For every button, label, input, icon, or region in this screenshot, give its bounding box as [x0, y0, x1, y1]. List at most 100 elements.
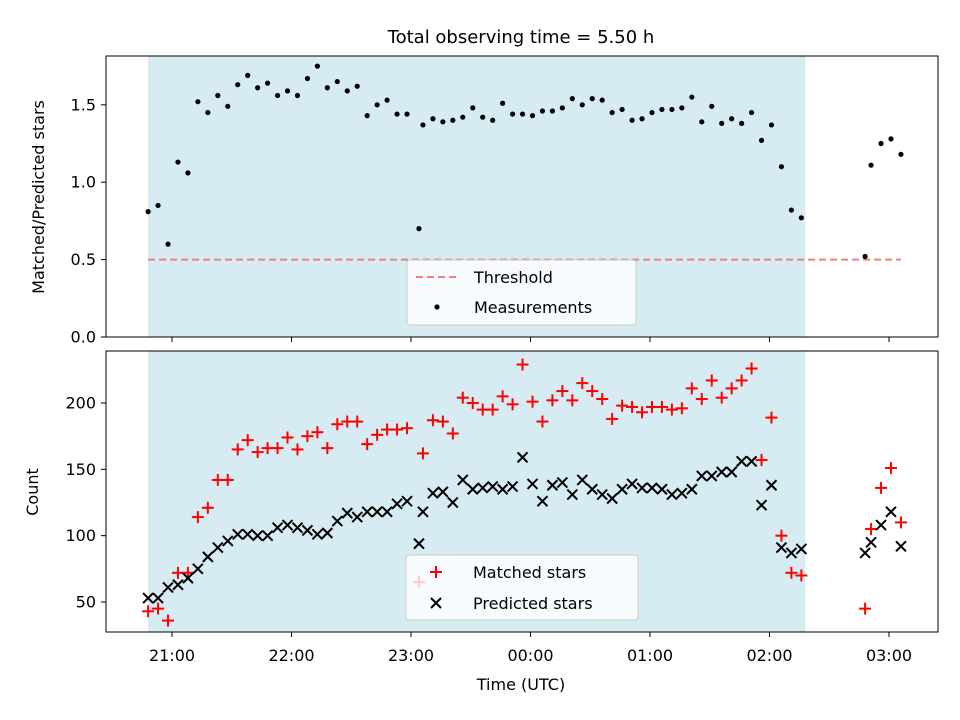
predicted-star-point [361, 506, 373, 518]
counts-panel: 21:00 22:00 23:00 00:00 01:00 02:00 03:00 50 10… [23, 350, 939, 694]
measurement-point [394, 111, 400, 117]
predicted-star-point [536, 495, 549, 507]
predicted-star-point [192, 563, 204, 575]
matched-star-point [351, 415, 364, 428]
predicted-star-point-b [192, 563, 204, 575]
predicted-star-point-b [556, 476, 569, 489]
matched-star-point [391, 423, 404, 436]
predicted-star-point-b [656, 483, 668, 495]
measurement-point [460, 114, 466, 120]
predicted-star-point-b [616, 483, 628, 495]
predicted-star-point-b [281, 519, 294, 531]
predicted-star-point [301, 524, 314, 537]
predicted-star-point [232, 528, 244, 541]
measurement-point [155, 202, 161, 209]
matched-star-point [546, 394, 559, 407]
predicted-star-point [795, 543, 808, 555]
y-tick-label-top: 1.0 [71, 173, 96, 192]
predicted-star-point-b [536, 495, 549, 507]
predicted-star-point [291, 521, 304, 534]
matched-star-point [795, 569, 808, 582]
predicted-star-point-b [576, 474, 588, 486]
measurement-point [669, 106, 675, 113]
predicted-star-point-b [895, 540, 907, 552]
predicted-star-point [381, 506, 393, 518]
measurement-point [729, 116, 735, 122]
predicted-star-point-b [606, 492, 618, 505]
predicted-star-point [182, 572, 194, 584]
y-tick-label-bottom: 150 [65, 460, 96, 479]
x-tick-label: 02:00 [746, 646, 792, 665]
measurement-point [629, 117, 635, 123]
measurement-point [739, 120, 745, 126]
ratio-panel: 0.0 0.5 1.0 1.5 Matched/Predicted stars Thr… [29, 55, 939, 347]
counts-panel-frame [105, 350, 939, 633]
predicted-star-point [427, 487, 439, 499]
x-axis-label: Time (UTC) [476, 675, 565, 694]
matched-star-point [241, 434, 254, 447]
predicted-star-point [506, 480, 519, 493]
predicted-star-point [222, 535, 234, 547]
predicted-star-point [281, 519, 294, 531]
predicted-star-point-b [401, 495, 413, 507]
legend-threshold-label: Threshold [473, 268, 553, 287]
predicted-star-point [447, 496, 459, 509]
x-tick-label: 01:00 [627, 646, 673, 665]
measurement-point [868, 162, 874, 168]
predicted-star-point-b [162, 581, 174, 594]
predicted-star-point-b [427, 487, 439, 499]
measurement-point [689, 94, 695, 100]
matched-star-point [426, 414, 439, 427]
measurement-point [364, 113, 370, 119]
matched-star-point [725, 382, 738, 395]
predicted-star-point [859, 547, 871, 559]
predicted-star-point-b [341, 507, 353, 519]
matched-star-point [251, 446, 264, 459]
matched-star-point [506, 398, 519, 411]
measurement-point [205, 109, 211, 116]
matched-star-point [436, 415, 449, 428]
measurement-point [529, 113, 536, 119]
matched-star-point [271, 442, 284, 455]
measurement-point [898, 151, 904, 157]
matched-star-point [566, 394, 579, 407]
x-tick-label: 23:00 [388, 646, 434, 665]
predicted-star-point-b [546, 479, 559, 491]
legend-top-frame [406, 259, 637, 326]
matched-star-point [281, 431, 294, 444]
predicted-star-point-b [696, 470, 708, 482]
predicted-star-point [606, 492, 618, 505]
measurement-point [450, 117, 456, 123]
predicted-star-point-b [596, 488, 608, 501]
predicted-star-point [696, 470, 708, 482]
measurement-point [165, 241, 171, 247]
measurement-point [599, 97, 605, 103]
measurement-point [639, 116, 645, 122]
predicted-star-point [331, 515, 344, 527]
predicted-star-point-b [476, 482, 489, 494]
predicted-star-point-b [301, 524, 314, 537]
measurement-point [304, 75, 311, 82]
predicted-star-point-b [172, 579, 184, 591]
predicted-star-point [142, 592, 154, 604]
predicted-star-point-b [566, 488, 579, 501]
matched-star-point [775, 529, 788, 542]
measurement-point [500, 100, 506, 106]
predicted-star-point [321, 527, 334, 539]
matched-star-point [665, 403, 678, 416]
matched-star-point [745, 362, 758, 375]
predicted-star-point-b [626, 478, 638, 490]
predicted-star-point-b [271, 521, 284, 534]
predicted-star-point [865, 536, 877, 549]
matched-star-point [231, 443, 244, 456]
predicted-star-point [885, 506, 897, 518]
predicted-star-point [895, 540, 907, 552]
predicted-star-point-b [636, 482, 648, 494]
measurement-point [659, 106, 665, 113]
predicted-star-point [785, 547, 798, 559]
predicted-star-point [241, 528, 254, 541]
y-axis-label-bottom: Count [23, 468, 42, 516]
x-tick-label: 03:00 [866, 646, 912, 665]
predicted-star-point [715, 466, 728, 478]
